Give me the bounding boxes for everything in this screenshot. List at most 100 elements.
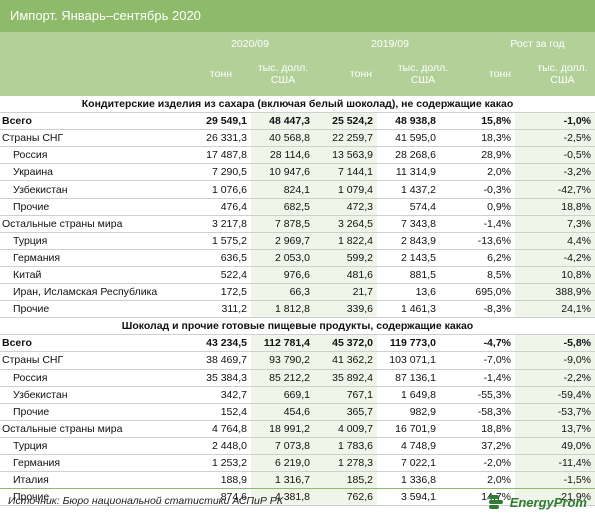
table-row: Турция 1 575,2 2 969,7 1 822,4 2 843,9 -13,6%… <box>0 232 595 250</box>
row-label: Китай <box>0 266 188 285</box>
table-row: Узбекистан 342,7 669,1 767,1 1 649,8 -55,3% -5… <box>0 386 595 404</box>
table-cell: 16 701,9 <box>377 420 440 438</box>
table-cell: 22 259,7 <box>314 129 377 148</box>
row-label: Россия <box>0 146 188 165</box>
table-row: Россия 35 384,3 85 212,2 35 892,4 87 136,1 -1… <box>0 369 595 387</box>
table-cell: 1 461,3 <box>377 300 440 319</box>
row-label: Узбекистан <box>0 180 188 199</box>
table-cell: 2,0% <box>440 471 515 490</box>
table-cell: 37,2% <box>440 437 515 455</box>
table-cell: 48 447,3 <box>251 112 314 131</box>
energyprom-logo: EnergyProm <box>488 492 587 512</box>
row-label: Прочие <box>0 488 188 507</box>
table-cell: 1 812,8 <box>251 300 314 319</box>
table-cell: 21,9% <box>515 488 595 507</box>
period-2020-header: 2020/09 <box>231 38 269 50</box>
section-title-row: Шоколад и прочие готовые пищевые продукт… <box>0 317 595 336</box>
table-cell: 976,6 <box>251 266 314 285</box>
table-cell: 41 595,0 <box>377 129 440 148</box>
table-cell: 6 219,0 <box>251 454 314 473</box>
table-cell: 3 264,5 <box>314 215 377 233</box>
table-cell: 17 487,8 <box>188 146 251 165</box>
row-label: Остальные страны мира <box>0 215 188 233</box>
table-cell: 7 022,1 <box>377 454 440 473</box>
import-table: Кондитерские изделия из сахара (включая … <box>0 96 595 507</box>
table-row: Страны СНГ 38 469,7 93 790,2 41 362,2 103 07… <box>0 351 595 370</box>
row-label: Страны СНГ <box>0 351 188 370</box>
table-cell: -2,0% <box>440 454 515 473</box>
row-label: Всего <box>0 334 188 353</box>
table-cell: 4 764,8 <box>188 420 251 438</box>
table-cell: 28 268,6 <box>377 146 440 165</box>
table-cell: -11,4% <box>515 454 595 473</box>
table-cell: 2,0% <box>440 163 515 182</box>
table-cell: 8,5% <box>440 266 515 285</box>
energyprom-logo-icon <box>488 494 507 510</box>
logo-text: EnergyProm <box>509 494 587 510</box>
table-cell: 1 822,4 <box>314 232 377 250</box>
table-cell: -59,4% <box>515 386 595 404</box>
table-cell: 1 316,7 <box>251 471 314 490</box>
table-cell: 762,6 <box>314 488 377 507</box>
table-row: Италия 188,9 1 316,7 185,2 1 336,8 2,0% -1,5% <box>0 471 595 490</box>
table-cell: -3,2% <box>515 163 595 182</box>
table-cell: 476,4 <box>188 198 251 216</box>
table-cell: 4 381,8 <box>251 488 314 507</box>
table-cell: 188,9 <box>188 471 251 490</box>
table-cell: 2 969,7 <box>251 232 314 250</box>
table-row: Иран, Исламская Республика 172,5 66,3 21,7 1… <box>0 283 595 302</box>
table-cell: 26 331,3 <box>188 129 251 148</box>
table-cell: 472,3 <box>314 198 377 216</box>
source-note: Источник: Бюро национальной статистики А… <box>8 495 283 507</box>
row-label: Россия <box>0 369 188 387</box>
table-cell: 87 136,1 <box>377 369 440 387</box>
row-label: Украина <box>0 163 188 182</box>
table-row: Всего 29 549,1 48 447,3 25 524,2 48 938,8 15,… <box>0 112 595 131</box>
table-row: Всего 43 234,5 112 781,4 45 372,0 119 773,0-… <box>0 334 595 353</box>
unit-tons-2019: тонн <box>349 68 373 80</box>
table-cell: 574,4 <box>377 198 440 216</box>
table-cell: -55,3% <box>440 386 515 404</box>
table-cell: 7 343,8 <box>377 215 440 233</box>
table-cell: -2,5% <box>515 129 595 148</box>
table-cell: 695,0% <box>440 283 515 302</box>
table-cell: 824,1 <box>251 180 314 199</box>
table-cell: 1 278,3 <box>314 454 377 473</box>
table-cell: 1 649,8 <box>377 386 440 404</box>
table-cell: 18,8% <box>440 420 515 438</box>
table-cell: -9,0% <box>515 351 595 370</box>
table-row: Германия 636,5 2 053,0 599,2 2 143,5 6,2% -4,2… <box>0 249 595 267</box>
table-cell: -8,3% <box>440 300 515 319</box>
table-row: Страны СНГ 26 331,3 40 568,8 22 259,7 41 595… <box>0 129 595 148</box>
section-title: Шоколад и прочие готовые пищевые продукт… <box>0 317 595 336</box>
row-label: Страны СНГ <box>0 129 188 148</box>
table-cell: 29 549,1 <box>188 112 251 131</box>
row-label: Всего <box>0 112 188 131</box>
table-cell: 93 790,2 <box>251 351 314 370</box>
table-cell: 7 290,5 <box>188 163 251 182</box>
table-cell: 1 783,6 <box>314 437 377 455</box>
table-cell: 365,7 <box>314 403 377 421</box>
table-cell: 66,3 <box>251 283 314 302</box>
table-cell: 1 079,4 <box>314 180 377 199</box>
table-cell: 21,7 <box>314 283 377 302</box>
row-label: Турция <box>0 437 188 455</box>
table-cell: 25 524,2 <box>314 112 377 131</box>
table-cell: 7 073,8 <box>251 437 314 455</box>
table-row: Остальные страны мира 3 217,8 7 878,5 3 264… <box>0 215 595 233</box>
table-cell: 6,2% <box>440 249 515 267</box>
table-cell: 669,1 <box>251 386 314 404</box>
table-cell: -1,4% <box>440 215 515 233</box>
table-cell: 4 009,7 <box>314 420 377 438</box>
table-row: Турция 2 448,0 7 073,8 1 783,6 4 748,9 37,2% 4… <box>0 437 595 455</box>
table-cell: 4,4% <box>515 232 595 250</box>
table-cell: 18,8% <box>515 198 595 216</box>
table-cell: 15,8% <box>440 112 515 131</box>
unit-usd-2019: тыс. долл. США <box>397 62 449 86</box>
table-cell: 1 575,2 <box>188 232 251 250</box>
table-cell: 85 212,2 <box>251 369 314 387</box>
table-cell: 982,9 <box>377 403 440 421</box>
table-cell: 874,6 <box>188 488 251 507</box>
table-cell: 4 748,9 <box>377 437 440 455</box>
table-cell: -0,5% <box>515 146 595 165</box>
